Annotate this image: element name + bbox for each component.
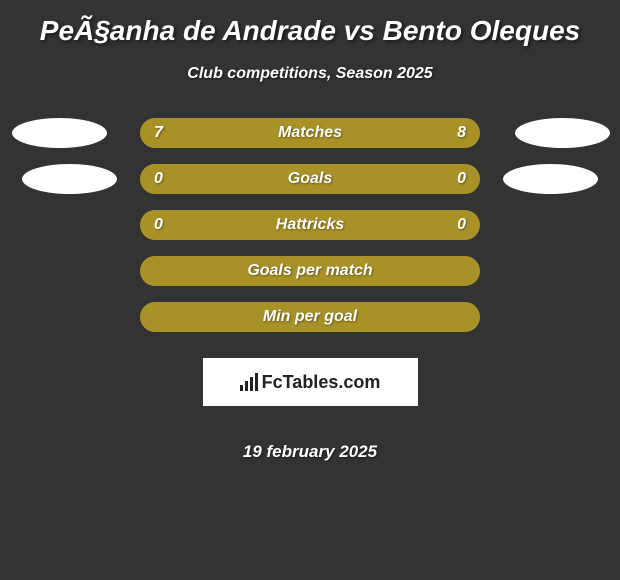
- player-left-ellipse: [22, 164, 117, 194]
- stat-label: Goals per match: [247, 262, 372, 280]
- stat-left-value: 0: [154, 216, 163, 234]
- stat-row-hattricks: 0 Hattricks 0: [0, 210, 620, 240]
- player-right-ellipse: [503, 164, 598, 194]
- stat-row-goals: 0 Goals 0: [0, 164, 620, 194]
- chart-icon: [240, 373, 258, 391]
- player-left-ellipse: [12, 118, 107, 148]
- stat-label: Goals: [288, 170, 332, 188]
- stat-label: Hattricks: [276, 216, 344, 234]
- stats-area: 7 Matches 8 0 Goals 0 0 Hattricks 0: [0, 118, 620, 462]
- stat-label: Matches: [278, 124, 342, 142]
- stat-row-min-per-goal: Min per goal: [0, 302, 620, 332]
- stat-row-matches: 7 Matches 8: [0, 118, 620, 148]
- player-right-ellipse: [515, 118, 610, 148]
- page-title: PeÃ§anha de Andrade vs Bento Oleques: [40, 15, 580, 47]
- stat-bar: Goals per match: [140, 256, 480, 286]
- stat-right-value: 8: [457, 124, 466, 142]
- comparison-container: PeÃ§anha de Andrade vs Bento Oleques Clu…: [0, 0, 620, 472]
- stat-bar: 7 Matches 8: [140, 118, 480, 148]
- stat-left-value: 7: [154, 124, 163, 142]
- stat-right-value: 0: [457, 170, 466, 188]
- stat-row-goals-per-match: Goals per match: [0, 256, 620, 286]
- stat-right-value: 0: [457, 216, 466, 234]
- stat-left-value: 0: [154, 170, 163, 188]
- stat-bar: Min per goal: [140, 302, 480, 332]
- logo-content: FcTables.com: [240, 372, 381, 393]
- stat-bar: 0 Goals 0: [140, 164, 480, 194]
- date-label: 19 february 2025: [243, 442, 377, 462]
- stat-label: Min per goal: [263, 308, 357, 326]
- logo-box[interactable]: FcTables.com: [203, 358, 418, 406]
- stat-bar: 0 Hattricks 0: [140, 210, 480, 240]
- subtitle: Club competitions, Season 2025: [187, 65, 432, 83]
- logo-text: FcTables.com: [262, 372, 381, 393]
